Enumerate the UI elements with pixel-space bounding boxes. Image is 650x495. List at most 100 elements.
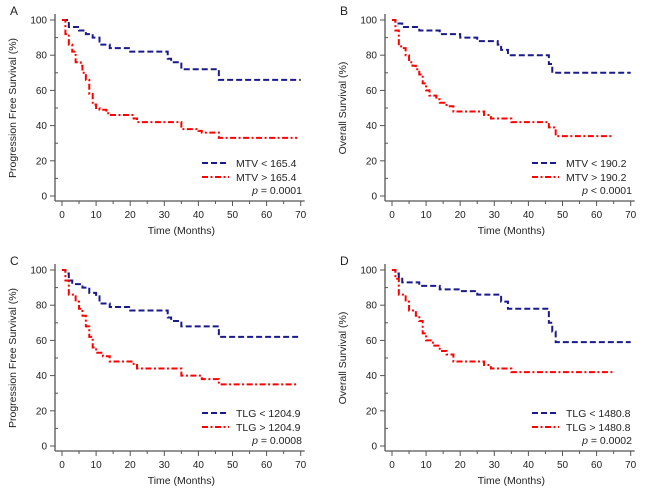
legend-entry-label: MTV < 190.2	[566, 158, 627, 170]
y-axis-title: Progression Free Survival (%)	[7, 288, 19, 428]
x-tick-label: 60	[261, 460, 273, 471]
x-tick-label: 20	[125, 460, 137, 471]
x-tick-label: 30	[159, 210, 171, 221]
km-curve-low-group	[392, 19, 631, 74]
y-tick-label: 40	[366, 371, 378, 382]
p-symbol: p	[251, 435, 258, 447]
x-axis-title: Time (Months)	[148, 475, 215, 487]
y-axis-title: Overall Survival (%)	[337, 312, 349, 405]
x-tick-label: 70	[625, 460, 637, 471]
panel-d: D 0 20 40 60 80 100 0 10 20 30 40 50 60 70 Time (Months…	[337, 254, 637, 487]
y-tick-label: 100	[360, 266, 377, 277]
x-tick-label: 10	[91, 210, 103, 221]
panel-letter: C	[10, 254, 19, 268]
x-tick-label: 40	[193, 210, 205, 221]
y-tick-label: 40	[366, 121, 378, 132]
km-curve-high-group	[392, 269, 614, 374]
x-tick-label: 70	[295, 460, 307, 471]
x-tick-label: 30	[489, 460, 501, 471]
x-tick-label: 70	[295, 210, 307, 221]
y-tick-label: 100	[360, 16, 377, 27]
km-curve-low-group	[392, 269, 631, 344]
x-tick-label: 70	[625, 210, 637, 221]
y-tick-label: 20	[36, 156, 48, 167]
y-tick-label: 0	[371, 442, 377, 453]
y-tick-label: 0	[371, 192, 377, 203]
y-tick-label: 80	[366, 51, 378, 62]
x-axis-title: Time (Months)	[478, 475, 545, 487]
x-tick-label: 60	[261, 210, 273, 221]
x-tick-label: 40	[523, 210, 535, 221]
y-tick-label: 0	[41, 192, 47, 203]
legend-entry-label: MTV < 165.4	[236, 158, 297, 170]
x-axis-title: Time (Months)	[148, 225, 215, 237]
legend-entry-label: MTV > 165.4	[236, 172, 297, 184]
p-value-text: = 0.0002	[588, 435, 632, 447]
y-tick-label: 100	[30, 266, 47, 277]
y-tick-label: 60	[36, 336, 48, 347]
x-tick-label: 20	[455, 460, 467, 471]
y-tick-label: 40	[36, 121, 48, 132]
x-tick-label: 0	[59, 460, 65, 471]
km-curve-high-group	[392, 19, 614, 138]
x-tick-label: 0	[389, 460, 395, 471]
x-tick-label: 30	[489, 210, 501, 221]
y-tick-label: 80	[366, 301, 378, 312]
x-tick-label: 50	[557, 460, 569, 471]
x-tick-label: 40	[523, 460, 535, 471]
x-tick-label: 50	[557, 210, 569, 221]
p-symbol: p	[251, 185, 258, 197]
p-symbol: p	[581, 185, 588, 197]
panel-letter: D	[340, 254, 349, 268]
km-curve-low-group	[62, 19, 301, 81]
y-axis-title: Overall Survival (%)	[337, 62, 349, 155]
legend-entry-label: TLG < 1204.9	[236, 408, 301, 420]
y-tick-label: 100	[30, 16, 47, 27]
legend-entry-label: TLG > 1204.9	[236, 422, 301, 434]
y-tick-label: 0	[41, 442, 47, 453]
y-tick-label: 80	[36, 301, 48, 312]
x-tick-label: 0	[389, 210, 395, 221]
y-tick-label: 60	[366, 86, 378, 97]
p-value-text: = 0.0001	[258, 185, 302, 197]
x-tick-label: 50	[227, 460, 239, 471]
y-axis-title: Progression Free Survival (%)	[7, 38, 19, 178]
p-value-label: p = 0.0002	[581, 435, 632, 447]
x-tick-label: 60	[591, 460, 603, 471]
x-tick-label: 50	[227, 210, 239, 221]
p-value-text: < 0.0001	[588, 185, 632, 197]
panel-a: A 0 20 40 60 80 100 0 10 20 30 40 50 60 70 Time (Months…	[7, 4, 307, 237]
x-tick-label: 30	[159, 460, 171, 471]
panel-b: B 0 20 40 60 80 100 0 10 20 30 40 50 60 70 Time (Months…	[337, 4, 637, 237]
x-tick-label: 0	[59, 210, 65, 221]
legend-entry-label: TLG < 1480.8	[566, 408, 631, 420]
panel-letter: A	[10, 4, 18, 18]
x-tick-label: 10	[421, 210, 433, 221]
km-curve-high-group	[62, 19, 298, 139]
p-value-label: p = 0.0001	[251, 185, 302, 197]
p-value-label: p = 0.0008	[251, 435, 302, 447]
panel-c: C 0 20 40 60 80 100 0 10 20 30 40 50 60 70 Time (Months…	[7, 254, 307, 487]
y-tick-label: 40	[36, 371, 48, 382]
x-tick-label: 10	[421, 460, 433, 471]
p-value-label: p < 0.0001	[581, 185, 632, 197]
panel-letter: B	[340, 4, 348, 18]
x-tick-label: 10	[91, 460, 103, 471]
p-symbol: p	[581, 435, 588, 447]
y-tick-label: 80	[36, 51, 48, 62]
x-tick-label: 40	[193, 460, 205, 471]
y-tick-label: 20	[366, 406, 378, 417]
y-tick-label: 60	[36, 86, 48, 97]
y-tick-label: 60	[366, 336, 378, 347]
p-value-text: = 0.0008	[258, 435, 302, 447]
x-tick-label: 60	[591, 210, 603, 221]
x-axis-title: Time (Months)	[478, 225, 545, 237]
y-tick-label: 20	[366, 156, 378, 167]
legend-entry-label: MTV > 190.2	[566, 172, 627, 184]
x-tick-label: 20	[125, 210, 137, 221]
y-tick-label: 20	[36, 406, 48, 417]
legend-entry-label: TLG > 1480.8	[566, 422, 631, 434]
km-curve-low-group	[62, 269, 301, 338]
x-tick-label: 20	[455, 210, 467, 221]
